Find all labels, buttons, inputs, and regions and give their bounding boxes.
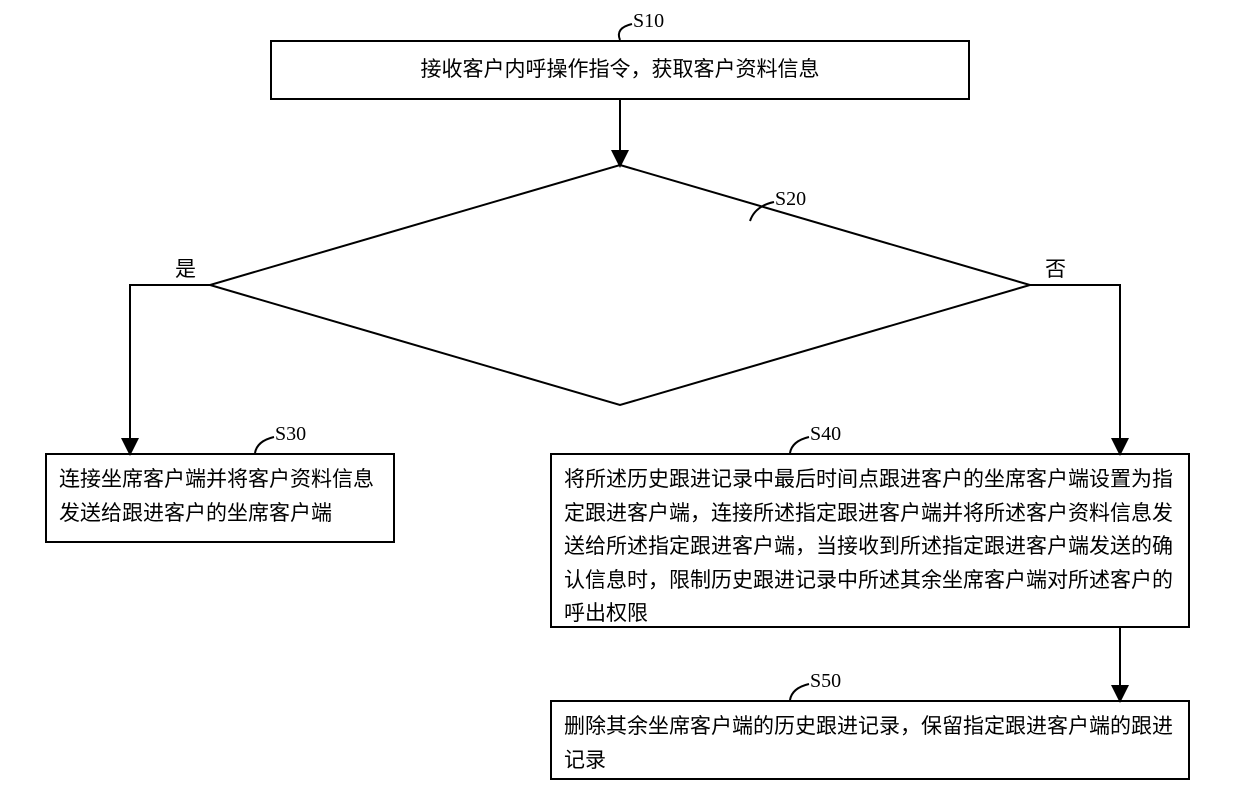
branch-no: 否	[1045, 253, 1066, 283]
flowchart-canvas: 接收客户内呼操作指令，获取客户资料信息 根据客户资料信息 检索客户的历史跟进记录…	[0, 0, 1240, 802]
label-s40: S40	[810, 423, 841, 446]
node-s20-line4: 的数量是否为一个	[300, 325, 940, 365]
tick-s50	[790, 684, 809, 700]
node-s50: 删除其余坐席客户端的历史跟进记录，保留指定跟进客户端的跟进记录	[550, 700, 1190, 780]
node-s40: 将所述历史跟进记录中最后时间点跟进客户的坐席客户端设置为指定跟进客户端，连接所述…	[550, 453, 1190, 628]
tick-s40	[790, 437, 809, 453]
label-s10: S10	[633, 10, 664, 33]
node-s20-line3: 记录时，判断历史跟进记录中跟进客户的坐席客户端	[300, 285, 940, 325]
node-s30-text: 连接坐席客户端并将客户资料信息发送给跟进客户的坐席客户端	[59, 463, 381, 530]
node-s20-line2: 检索客户的历史跟进记录，当检索到存在历史跟进	[300, 245, 940, 285]
label-s30: S30	[275, 423, 306, 446]
node-s40-text: 将所述历史跟进记录中最后时间点跟进客户的坐席客户端设置为指定跟进客户端，连接所述…	[564, 463, 1176, 631]
label-s50: S50	[810, 670, 841, 693]
connector-overlay	[0, 0, 1240, 802]
tick-s30	[255, 437, 274, 453]
branch-yes: 是	[175, 253, 196, 283]
label-s20: S20	[775, 188, 806, 211]
edge-s20-s40	[1030, 285, 1120, 453]
node-s50-text: 删除其余坐席客户端的历史跟进记录，保留指定跟进客户端的跟进记录	[564, 710, 1176, 777]
node-s20-text-wrap: 根据客户资料信息 检索客户的历史跟进记录，当检索到存在历史跟进 记录时，判断历史…	[300, 205, 940, 365]
node-s10: 接收客户内呼操作指令，获取客户资料信息	[270, 40, 970, 100]
tick-s10	[619, 24, 632, 40]
edge-s20-s30	[130, 285, 210, 453]
node-s10-text: 接收客户内呼操作指令，获取客户资料信息	[421, 53, 820, 87]
node-s20-line1: 根据客户资料信息	[300, 205, 940, 245]
node-s30: 连接坐席客户端并将客户资料信息发送给跟进客户的坐席客户端	[45, 453, 395, 543]
